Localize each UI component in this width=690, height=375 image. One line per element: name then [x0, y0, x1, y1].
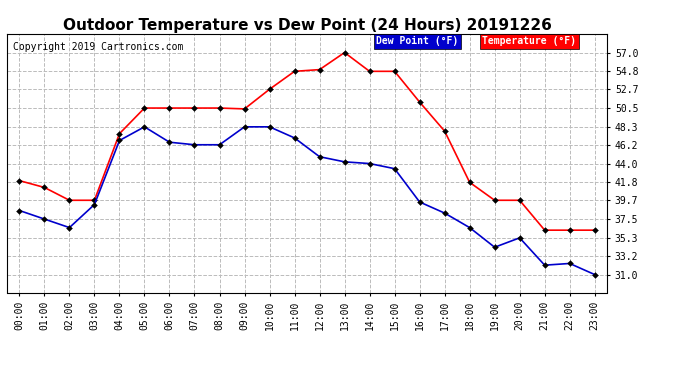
Text: Dew Point (°F): Dew Point (°F) [376, 36, 458, 46]
Title: Outdoor Temperature vs Dew Point (24 Hours) 20191226: Outdoor Temperature vs Dew Point (24 Hou… [63, 18, 551, 33]
Text: Copyright 2019 Cartronics.com: Copyright 2019 Cartronics.com [13, 42, 184, 51]
Text: Temperature (°F): Temperature (°F) [482, 36, 576, 46]
